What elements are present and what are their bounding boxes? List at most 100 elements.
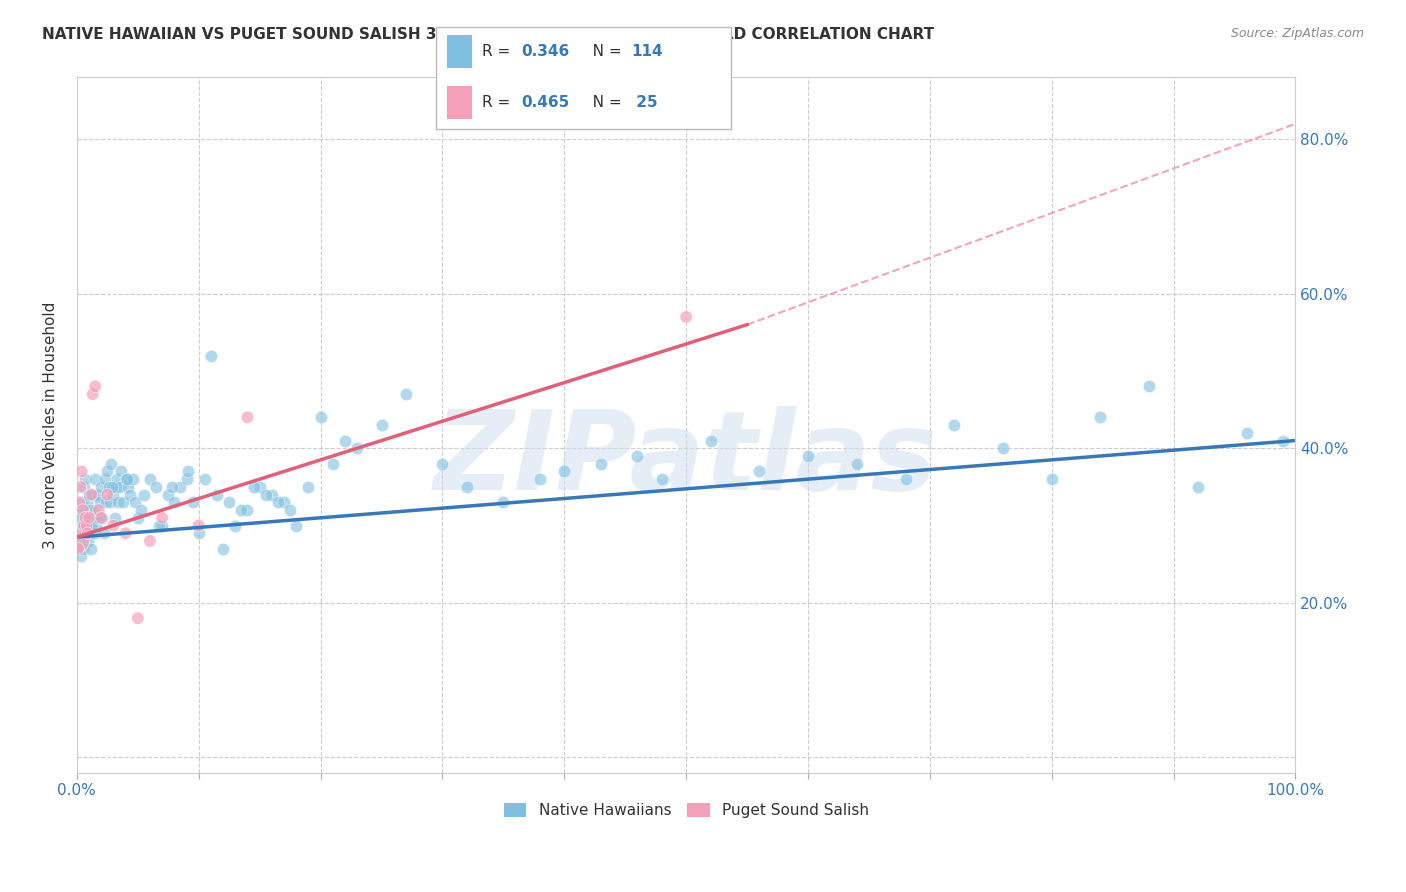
Point bbox=[797, 449, 820, 463]
Point bbox=[131, 503, 153, 517]
Point bbox=[169, 480, 191, 494]
Point bbox=[70, 465, 93, 479]
Point bbox=[148, 518, 170, 533]
Point bbox=[73, 480, 96, 494]
Point bbox=[101, 480, 124, 494]
Point bbox=[699, 434, 721, 448]
Point bbox=[76, 518, 98, 533]
Point bbox=[82, 488, 104, 502]
Text: 114: 114 bbox=[631, 44, 662, 59]
Point bbox=[1272, 434, 1295, 448]
Text: 25: 25 bbox=[631, 95, 658, 111]
Point bbox=[267, 495, 290, 509]
Point bbox=[90, 510, 112, 524]
Point bbox=[432, 457, 454, 471]
Point bbox=[181, 495, 204, 509]
Point bbox=[297, 480, 319, 494]
Point bbox=[76, 510, 98, 524]
Point bbox=[104, 510, 127, 524]
Point bbox=[94, 472, 117, 486]
Point bbox=[205, 488, 228, 502]
Point bbox=[72, 503, 94, 517]
Point bbox=[150, 518, 173, 533]
Legend: Native Hawaiians, Puget Sound Salish: Native Hawaiians, Puget Sound Salish bbox=[498, 797, 875, 824]
Point bbox=[87, 503, 110, 517]
Point bbox=[260, 488, 283, 502]
Point bbox=[76, 495, 98, 509]
Point bbox=[66, 533, 89, 548]
Point bbox=[177, 465, 200, 479]
Text: 0.465: 0.465 bbox=[522, 95, 569, 111]
Point bbox=[70, 495, 93, 509]
Point bbox=[139, 533, 162, 548]
Point bbox=[86, 488, 108, 502]
Point bbox=[1137, 379, 1160, 393]
Point bbox=[894, 472, 917, 486]
Point bbox=[1090, 410, 1112, 425]
Point bbox=[651, 472, 673, 486]
Point bbox=[115, 472, 138, 486]
Point bbox=[87, 510, 110, 524]
Point bbox=[100, 457, 122, 471]
Point bbox=[105, 472, 128, 486]
Point bbox=[77, 488, 100, 502]
Point bbox=[108, 480, 131, 494]
Point bbox=[236, 410, 259, 425]
Point bbox=[91, 510, 114, 524]
Point bbox=[309, 410, 332, 425]
Point bbox=[77, 518, 100, 533]
Point bbox=[194, 472, 217, 486]
Point bbox=[117, 480, 139, 494]
Point bbox=[67, 503, 90, 517]
Point bbox=[83, 526, 105, 541]
Point bbox=[122, 472, 145, 486]
Point bbox=[231, 503, 253, 517]
Point bbox=[145, 480, 167, 494]
Point bbox=[249, 480, 271, 494]
Point bbox=[333, 434, 356, 448]
Point bbox=[1040, 472, 1063, 486]
Point bbox=[120, 488, 142, 502]
Point bbox=[626, 449, 648, 463]
Point bbox=[529, 472, 551, 486]
Point bbox=[76, 518, 98, 533]
Point bbox=[72, 541, 94, 556]
Point bbox=[127, 510, 149, 524]
Point bbox=[84, 472, 107, 486]
Point bbox=[67, 533, 90, 548]
Point bbox=[86, 518, 108, 533]
Point bbox=[212, 541, 235, 556]
Point bbox=[110, 465, 132, 479]
Point bbox=[943, 418, 966, 433]
Text: R =: R = bbox=[482, 44, 516, 59]
Point bbox=[278, 503, 301, 517]
Point bbox=[114, 526, 136, 541]
Point bbox=[127, 611, 149, 625]
Point bbox=[242, 480, 264, 494]
Point bbox=[69, 549, 91, 564]
Text: N =: N = bbox=[578, 44, 626, 59]
Point bbox=[80, 488, 103, 502]
Point bbox=[160, 480, 183, 494]
Text: ZIPatlas: ZIPatlas bbox=[434, 407, 938, 514]
Point bbox=[395, 387, 418, 401]
Point bbox=[748, 465, 770, 479]
Point bbox=[492, 495, 515, 509]
Point bbox=[187, 518, 209, 533]
Point bbox=[254, 488, 277, 502]
Point bbox=[150, 510, 173, 524]
Point bbox=[322, 457, 344, 471]
Point bbox=[80, 541, 103, 556]
Point bbox=[107, 495, 129, 509]
Point bbox=[90, 480, 112, 494]
Point bbox=[97, 480, 120, 494]
Point bbox=[82, 387, 104, 401]
Point bbox=[285, 518, 308, 533]
Point bbox=[67, 495, 90, 509]
Text: R =: R = bbox=[482, 95, 516, 111]
Point bbox=[157, 488, 180, 502]
Point bbox=[589, 457, 612, 471]
Point bbox=[124, 495, 146, 509]
Text: 0.346: 0.346 bbox=[522, 44, 569, 59]
Point bbox=[103, 488, 125, 502]
